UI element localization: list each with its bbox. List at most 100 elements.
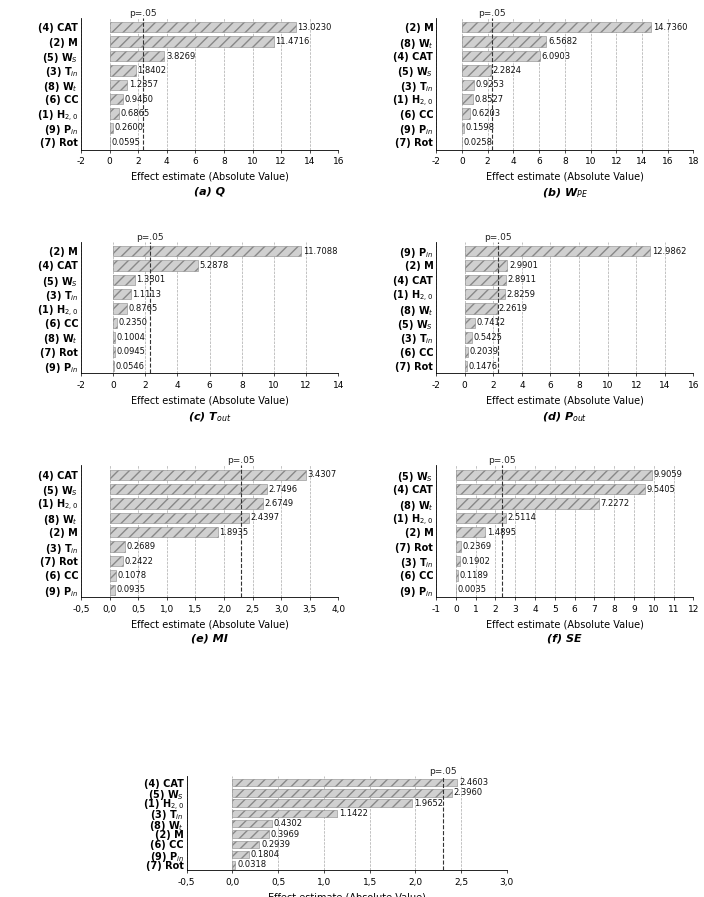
- Text: 0.6203: 0.6203: [472, 109, 501, 118]
- Text: 1.8935: 1.8935: [220, 527, 249, 536]
- Text: 1.4895: 1.4895: [487, 527, 516, 536]
- Text: 0.0935: 0.0935: [116, 586, 146, 595]
- Text: p=.05: p=.05: [429, 767, 457, 776]
- Bar: [462, 94, 473, 104]
- Text: 0.0258: 0.0258: [464, 138, 493, 147]
- Bar: [462, 109, 470, 118]
- Bar: [113, 318, 117, 328]
- X-axis label: Effect estimate (Absolute Value): Effect estimate (Absolute Value): [131, 619, 289, 629]
- Text: 0.9460: 0.9460: [125, 95, 153, 104]
- Text: 0.9253: 0.9253: [475, 81, 504, 90]
- Text: 0.7412: 0.7412: [477, 318, 506, 327]
- Bar: [110, 137, 111, 147]
- Bar: [456, 499, 599, 509]
- Text: 2.4603: 2.4603: [460, 778, 489, 787]
- Bar: [110, 51, 164, 61]
- Bar: [110, 513, 249, 523]
- Text: 2.2824: 2.2824: [493, 66, 522, 75]
- Text: (c) T$_{out}$: (c) T$_{out}$: [188, 410, 232, 423]
- Text: 13.0230: 13.0230: [297, 22, 332, 31]
- X-axis label: Effect estimate (Absolute Value): Effect estimate (Absolute Value): [486, 171, 643, 182]
- Text: 0.1804: 0.1804: [251, 850, 279, 859]
- Text: 6.5682: 6.5682: [548, 37, 577, 46]
- Text: (a) Q: (a) Q: [194, 187, 225, 196]
- Text: p=.05: p=.05: [227, 457, 256, 466]
- Bar: [113, 289, 131, 300]
- Text: (d) P$_{out}$: (d) P$_{out}$: [542, 410, 587, 423]
- Text: 0.0035: 0.0035: [458, 586, 486, 595]
- Text: 1.9652: 1.9652: [414, 798, 443, 807]
- Bar: [465, 332, 472, 343]
- Text: 0.4302: 0.4302: [274, 819, 303, 828]
- Bar: [232, 861, 235, 868]
- Bar: [110, 585, 115, 595]
- Text: (b) W$_{PE}$: (b) W$_{PE}$: [542, 187, 588, 200]
- X-axis label: Effect estimate (Absolute Value): Effect estimate (Absolute Value): [486, 619, 643, 629]
- Text: 2.8911: 2.8911: [508, 275, 536, 284]
- Bar: [232, 799, 412, 807]
- Text: 0.2039: 0.2039: [469, 347, 498, 356]
- Text: p=.05: p=.05: [478, 9, 505, 18]
- Bar: [110, 470, 306, 480]
- Text: 6.0903: 6.0903: [542, 51, 571, 61]
- Text: 2.5114: 2.5114: [507, 513, 536, 522]
- Text: 1.3301: 1.3301: [136, 275, 165, 284]
- Bar: [110, 80, 127, 90]
- Bar: [110, 22, 296, 32]
- Text: 2.7496: 2.7496: [268, 484, 298, 493]
- Text: p=.05: p=.05: [484, 232, 512, 241]
- Bar: [110, 484, 267, 494]
- Text: 0.6865: 0.6865: [121, 109, 150, 118]
- Bar: [456, 542, 460, 552]
- Text: 0.2422: 0.2422: [125, 556, 153, 566]
- Bar: [110, 542, 125, 552]
- Bar: [113, 361, 114, 371]
- Bar: [465, 246, 650, 257]
- Text: 0.5425: 0.5425: [474, 333, 503, 342]
- Bar: [232, 810, 337, 817]
- Text: 2.9901: 2.9901: [509, 261, 538, 270]
- Text: 0.1902: 0.1902: [461, 556, 490, 566]
- Text: 0.2350: 0.2350: [118, 318, 147, 327]
- Bar: [113, 246, 301, 257]
- Text: 0.8527: 0.8527: [474, 95, 503, 104]
- Bar: [465, 260, 508, 271]
- Text: 5.2878: 5.2878: [200, 261, 229, 270]
- Bar: [113, 332, 115, 343]
- Bar: [110, 37, 274, 47]
- Bar: [113, 303, 127, 314]
- Text: 3.4307: 3.4307: [307, 470, 337, 479]
- Bar: [462, 37, 546, 47]
- Bar: [110, 123, 113, 133]
- Bar: [462, 123, 464, 133]
- Bar: [110, 499, 263, 509]
- Bar: [456, 484, 645, 494]
- Bar: [456, 570, 458, 580]
- X-axis label: Effect estimate (Absolute Value): Effect estimate (Absolute Value): [131, 171, 289, 182]
- Bar: [110, 556, 123, 566]
- Bar: [232, 831, 269, 838]
- Bar: [456, 556, 460, 566]
- Text: 0.1476: 0.1476: [468, 361, 498, 370]
- Bar: [456, 527, 485, 537]
- Text: 9.5405: 9.5405: [646, 484, 675, 493]
- Bar: [110, 94, 123, 104]
- Text: 0.3969: 0.3969: [270, 830, 300, 839]
- Text: 0.2939: 0.2939: [261, 840, 290, 849]
- Text: 0.0546: 0.0546: [115, 361, 144, 370]
- Bar: [465, 361, 467, 371]
- Bar: [232, 779, 458, 787]
- Bar: [113, 260, 199, 271]
- Bar: [465, 318, 475, 328]
- Text: 9.9059: 9.9059: [653, 470, 682, 479]
- Bar: [465, 289, 505, 300]
- Text: 2.6749: 2.6749: [264, 499, 293, 508]
- Bar: [462, 51, 540, 61]
- Text: 0.8765: 0.8765: [129, 304, 158, 313]
- Bar: [110, 570, 115, 580]
- Text: p=.05: p=.05: [129, 9, 156, 18]
- Bar: [462, 22, 651, 32]
- Text: 0.0595: 0.0595: [112, 138, 141, 147]
- X-axis label: Effect estimate (Absolute Value): Effect estimate (Absolute Value): [268, 893, 426, 897]
- Bar: [456, 513, 505, 523]
